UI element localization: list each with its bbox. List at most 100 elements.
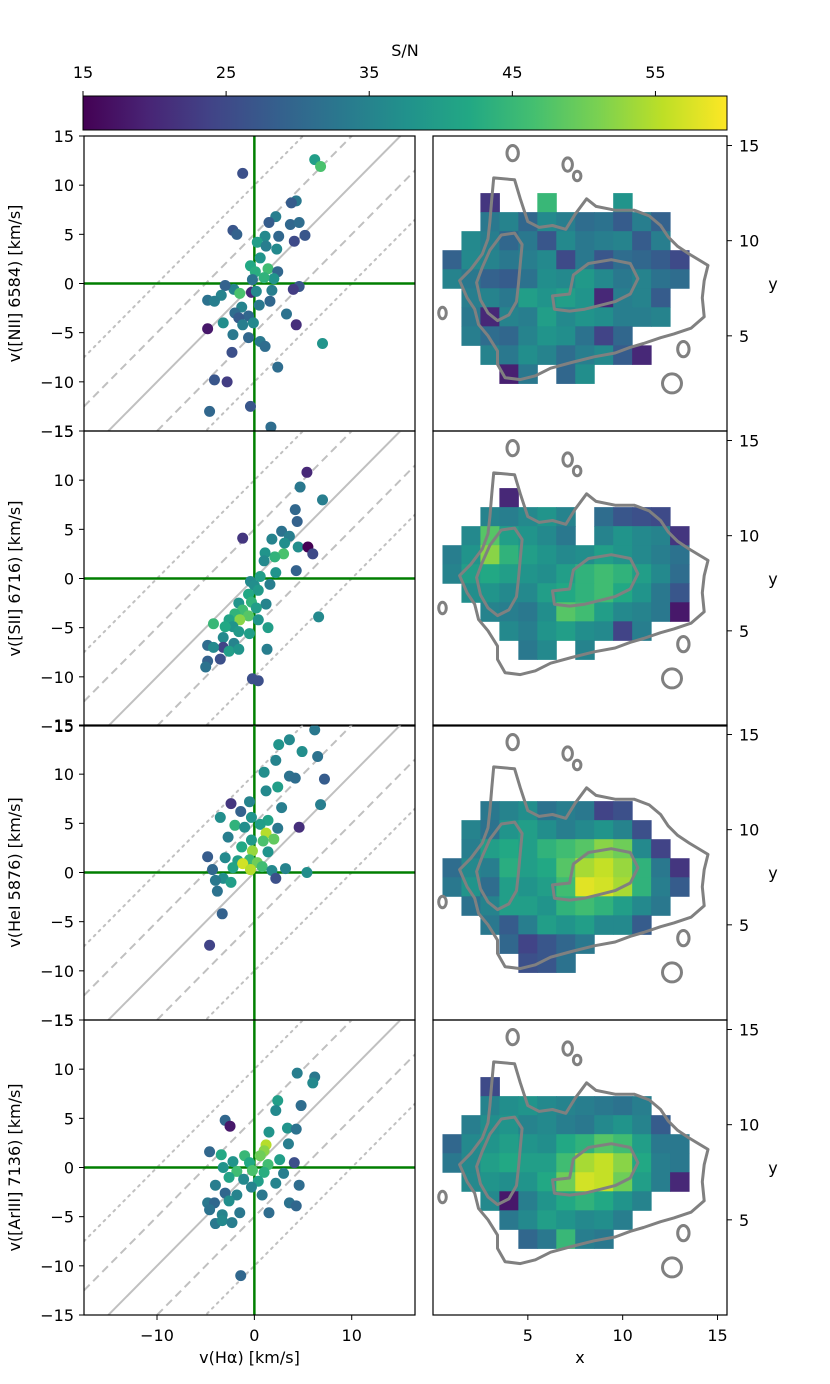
offset-line <box>204 1102 415 1315</box>
heatmap-cell <box>499 1172 519 1192</box>
heatmap-cell <box>594 915 614 935</box>
scatter-point <box>216 1215 228 1227</box>
heatmap-cell <box>480 1134 500 1154</box>
scatter-point <box>251 236 263 248</box>
scatter-panel-HeI: −15 −10 −5 0 5 10 15 v(HeI 5876) [km/s] <box>5 716 416 1030</box>
heatmap-cell <box>537 621 557 641</box>
scatter-point <box>204 1204 216 1216</box>
heatmap-cell <box>613 269 633 289</box>
heatmap-cell <box>651 839 671 859</box>
heatmap-cell <box>556 915 576 935</box>
contour-blob <box>505 733 520 752</box>
heatmap-cell <box>632 526 652 546</box>
heatmap-cell <box>461 526 481 546</box>
heatmap-cell <box>575 1134 595 1154</box>
scatter-point <box>235 806 247 818</box>
one-to-one-line <box>106 725 402 1020</box>
scatter-point <box>227 862 239 874</box>
scatter-point <box>272 781 284 793</box>
heatmap-cell <box>556 934 576 954</box>
heatmap-cell <box>537 1191 557 1211</box>
offset-line <box>204 218 415 431</box>
scatter-point <box>214 653 226 665</box>
scatter-point <box>291 1067 303 1079</box>
scatter-point <box>268 833 280 845</box>
axes-frame <box>432 1019 728 1316</box>
y-axis-label: v(HeI 5876) [km/s] <box>5 797 24 948</box>
scatter-point <box>263 217 275 229</box>
scatter-point <box>290 319 302 331</box>
heatmap-cell <box>651 212 671 232</box>
contour-outer <box>458 765 710 971</box>
scatter-point <box>309 725 321 736</box>
scatter-point <box>252 584 264 596</box>
scatter-point <box>282 1138 294 1150</box>
heatmap-cell <box>651 1172 671 1192</box>
y-tick-label: −10 <box>40 373 74 392</box>
scatter-point <box>219 852 231 864</box>
heatmap-cell <box>594 507 614 527</box>
heatmap-cell <box>537 1153 557 1173</box>
y-tick-label: −15 <box>40 422 74 441</box>
scatter-point <box>260 240 272 252</box>
x-tick-label: 10 <box>612 1326 632 1345</box>
heatmap-cell <box>480 307 500 327</box>
heatmap-cell <box>632 1115 652 1135</box>
scatter-point <box>261 643 273 655</box>
colorbar: S/N 15 25 35 45 55 <box>73 41 728 131</box>
heatmap-cell <box>556 231 576 251</box>
scatter-point <box>278 1167 290 1179</box>
scatter-point <box>266 533 278 545</box>
heatmap-cell <box>613 564 633 584</box>
offset-line <box>84 725 305 948</box>
scatter-point <box>263 1207 275 1219</box>
scatter-point <box>221 376 233 388</box>
heatmap-cell <box>556 583 576 603</box>
scatter-point <box>291 515 303 527</box>
heatmap-cell <box>575 1210 595 1230</box>
heatmap-cell <box>499 877 519 897</box>
colorbar-tick-label: 55 <box>645 63 665 82</box>
contour-blob <box>437 894 448 910</box>
scatter-point <box>252 614 264 626</box>
scatter-point <box>234 1207 246 1219</box>
heatmap-cell <box>594 1210 614 1230</box>
heatmap-cell <box>480 583 500 603</box>
heatmap-cell <box>632 839 652 859</box>
heatmap-cell <box>537 858 557 878</box>
heatmap-cell <box>613 212 633 232</box>
scatter-point <box>202 323 214 335</box>
y-tick-label: −5 <box>50 619 74 638</box>
heatmap-cell <box>632 896 652 916</box>
heatmap-cell <box>613 250 633 270</box>
heatmap-cell <box>575 269 595 289</box>
heatmap-cell <box>537 602 557 622</box>
heatmap-cell <box>613 231 633 251</box>
heatmap-cell <box>480 269 500 289</box>
contour-blob <box>571 169 583 183</box>
scatter-point <box>231 228 243 240</box>
contour-inner <box>475 231 524 323</box>
scatter-point <box>200 661 212 673</box>
heatmap-cell <box>499 915 519 935</box>
heatmap-cell <box>556 877 576 897</box>
contour-blob <box>676 340 691 359</box>
heatmap-cell <box>461 250 481 270</box>
scatter-point <box>234 287 246 299</box>
heatmap-cell <box>575 583 595 603</box>
contour-inner <box>475 820 524 912</box>
heatmap-cell <box>613 915 633 935</box>
scatter-point <box>211 885 223 897</box>
heatmap-cell <box>518 1134 538 1154</box>
heatmap-cell <box>518 839 538 859</box>
heatmap-cell <box>537 820 557 840</box>
heatmap-cell <box>556 1172 576 1192</box>
heatmap-cell <box>480 896 500 916</box>
heatmap-cell <box>556 288 576 308</box>
heatmap-cell <box>442 1153 462 1173</box>
heatmap-cell <box>651 583 671 603</box>
scatter-point <box>202 851 214 863</box>
scatter-point <box>299 229 311 241</box>
scatter-point <box>317 337 329 349</box>
